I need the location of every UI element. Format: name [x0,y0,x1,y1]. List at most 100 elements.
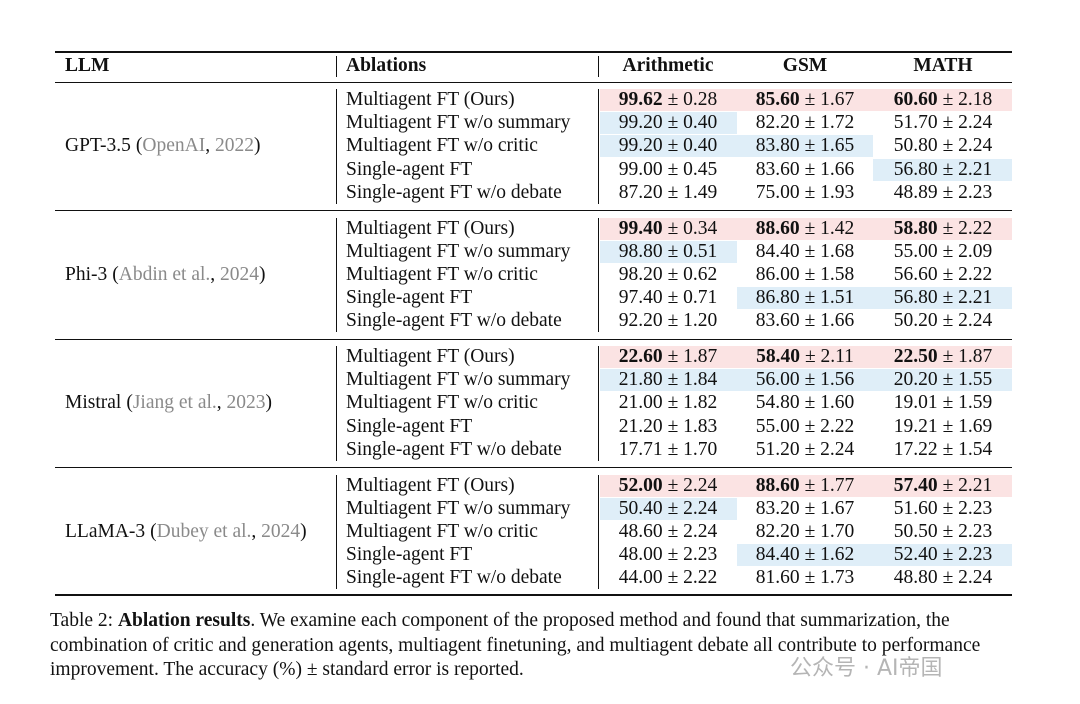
score-mean: 22.50 [893,346,938,367]
score-error: ± 1.54 [942,438,993,460]
score-mean: 60.60 [893,89,938,110]
score-error: ± 1.49 [667,181,718,203]
citation: 2022 [215,135,254,157]
citation: 2024 [220,263,260,285]
score-cell: 83.60 ± 1.66 [756,310,855,332]
rule [336,56,337,77]
caption-text: . We examine each component of the propo… [50,610,981,680]
score-error: ± 0.62 [667,263,718,285]
score-error: ± 0.71 [667,287,718,309]
score-error: ± 2.23 [667,544,718,566]
score-mean: 56.60 [893,263,938,285]
citation: Jiang et al. [132,392,217,414]
score-cell: 50.20 ± 2.24 [894,310,993,332]
score-cell: 56.80 ± 2.21 [894,159,993,181]
model-cell: GPT-3.5 (OpenAI, 2022) [65,135,261,157]
highlight [600,112,737,135]
score-cell: 98.20 ± 0.62 [619,264,718,286]
caption: Table 2: Ablation results. We examine ea… [50,609,1035,683]
score-mean: 52.40 [893,544,938,566]
score-mean: 57.40 [893,474,938,496]
score-mean: 19.21 [893,415,938,437]
model-name: GPT-3.5 [65,135,131,157]
highlight [873,474,1012,497]
rule [598,217,599,333]
score-cell: 51.70 ± 2.24 [894,112,993,134]
rule [336,474,337,590]
rule [336,346,337,461]
score-error: ± 2.22 [804,415,855,437]
highlight [737,369,873,392]
highlight [600,217,737,240]
score-mean: 99.40 [618,217,663,239]
highlight [873,217,1012,240]
score-mean: 86.00 [755,263,800,285]
score-cell: 21.80 ± 1.84 [619,369,718,391]
citation: , [216,392,227,414]
highlight [600,497,737,520]
score-mean: 58.80 [893,217,938,239]
score-error: ± 1.82 [667,392,718,414]
ablation: Multiagent FT (Ours) [346,346,515,367]
ablation: Multiagent FT w/o summary [346,497,571,519]
score-error: ± 1.77 [804,474,855,496]
citation: ( [112,263,119,285]
score-error: ± 0.51 [667,240,718,262]
score-mean: 88.60 [755,217,800,239]
highlight [873,158,1012,181]
score-mean: 44.00 [618,567,663,589]
highlight [600,346,737,368]
score-mean: 85.60 [755,89,800,110]
rule [55,82,1012,83]
score-mean: 54.80 [755,392,800,414]
score-cell: 22.60 ± 1.87 [619,346,718,368]
citation: , [205,135,215,157]
highlight [737,287,873,310]
score-cell: 19.21 ± 1.69 [894,416,993,438]
citation: ) [259,263,266,285]
score-error: ± 1.20 [667,310,718,332]
score-mean: 19.01 [893,392,938,414]
score-cell: 86.80 ± 1.51 [756,287,855,309]
score-cell: 85.60 ± 1.67 [756,89,855,111]
score-cell: 51.60 ± 2.23 [894,498,993,520]
header: MATH [913,55,973,76]
score-mean: 50.20 [893,310,938,332]
score-mean: 20.20 [893,369,938,391]
score-cell: 21.20 ± 1.83 [619,416,718,438]
rule [598,346,599,461]
score-error: ± 2.24 [942,112,993,134]
highlight [600,369,737,392]
highlight [600,89,737,111]
score-cell: 83.20 ± 1.67 [756,498,855,520]
citation: 2023 [226,392,266,414]
score-cell: 44.00 ± 2.22 [619,567,718,589]
score-cell: 84.40 ± 1.62 [756,544,855,566]
score-cell: 48.80 ± 2.24 [894,567,993,589]
score-mean: 99.20 [618,135,663,157]
score-cell: 50.40 ± 2.24 [619,498,718,520]
highlight [737,544,873,567]
score-error: ± 1.66 [804,158,855,180]
ablation: Single-agent FT [346,415,473,437]
score-error: ± 0.40 [667,112,718,134]
score-mean: 56.80 [893,158,938,180]
header: LLM [65,55,110,76]
score-error: ± 0.40 [667,135,718,157]
score-cell: 88.60 ± 1.42 [756,218,855,240]
score-cell: 50.80 ± 2.24 [894,135,993,157]
score-mean: 98.80 [618,240,663,262]
header: Ablations [346,55,427,76]
ablation: Multiagent FT w/o critic [346,392,538,414]
score-mean: 56.00 [755,369,800,391]
model-cell: LLaMA-3 (Dubey et al., 2024) [65,521,307,543]
score-error: ± 1.84 [667,369,718,391]
score-mean: 52.00 [618,474,663,496]
score-error: ± 2.21 [942,474,993,496]
score-mean: 86.80 [755,287,800,309]
score-cell: 92.20 ± 1.20 [619,310,718,332]
highlight [873,89,1012,111]
score-cell: 51.20 ± 2.24 [756,439,855,461]
score-mean: 83.80 [755,135,800,157]
